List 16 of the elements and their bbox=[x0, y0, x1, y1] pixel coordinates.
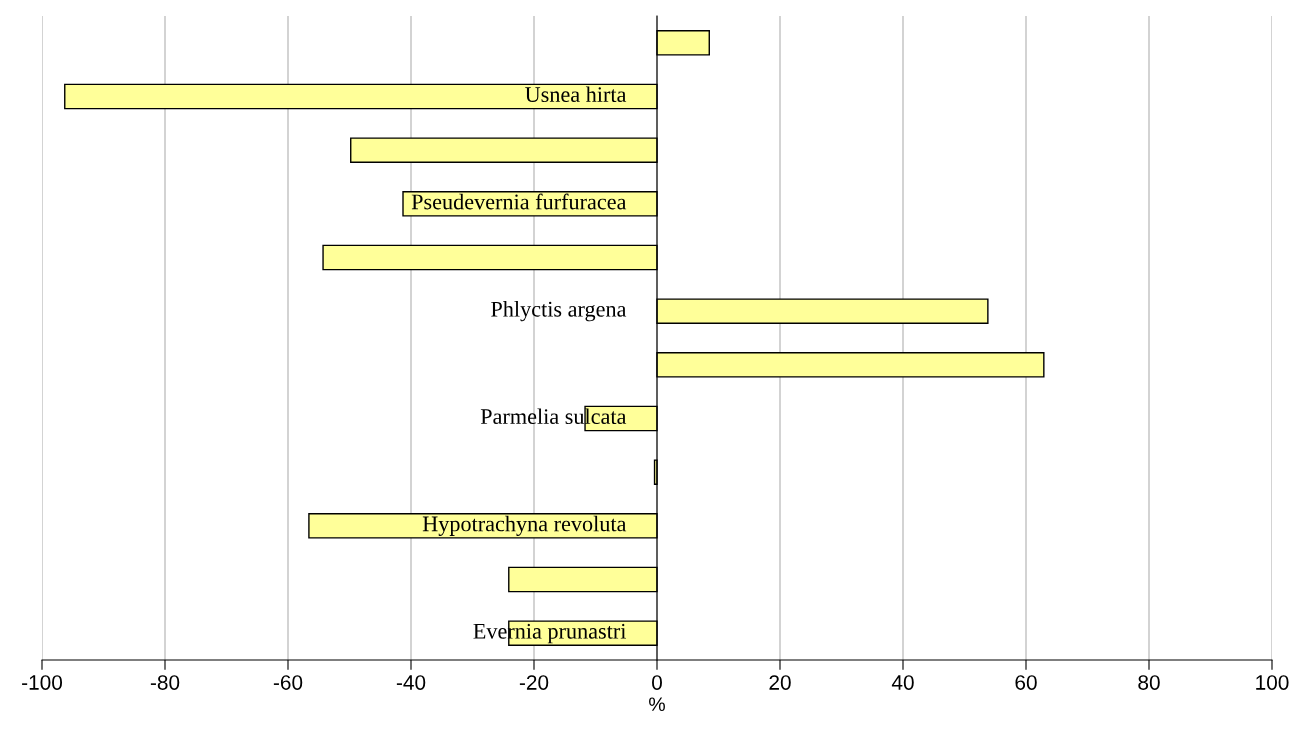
x-tick-label: -40 bbox=[396, 675, 426, 690]
x-tick-label: 60 bbox=[1015, 675, 1037, 690]
x-tick-label: 20 bbox=[769, 675, 791, 690]
y-tick-label: Pseudevernia furfuracea bbox=[411, 193, 627, 210]
x-tick-label: 40 bbox=[891, 675, 914, 690]
y-tick-label: Usnea hirta bbox=[525, 86, 627, 103]
x-tick-label: 0 bbox=[652, 675, 662, 690]
x-tick-label: -80 bbox=[150, 675, 180, 690]
x-tick-label: 100 bbox=[1256, 675, 1289, 690]
y-tick-label: Hypotrachyna revoluta bbox=[422, 515, 627, 536]
x-tick-label: -60 bbox=[273, 675, 303, 690]
x-tick-label: -20 bbox=[519, 675, 549, 690]
x-tick-label: -100 bbox=[22, 675, 63, 690]
x-tick-label: 80 bbox=[1138, 675, 1160, 690]
y-tick-label: Phlyctis argena bbox=[491, 301, 627, 322]
x-axis-title: % bbox=[649, 697, 665, 711]
